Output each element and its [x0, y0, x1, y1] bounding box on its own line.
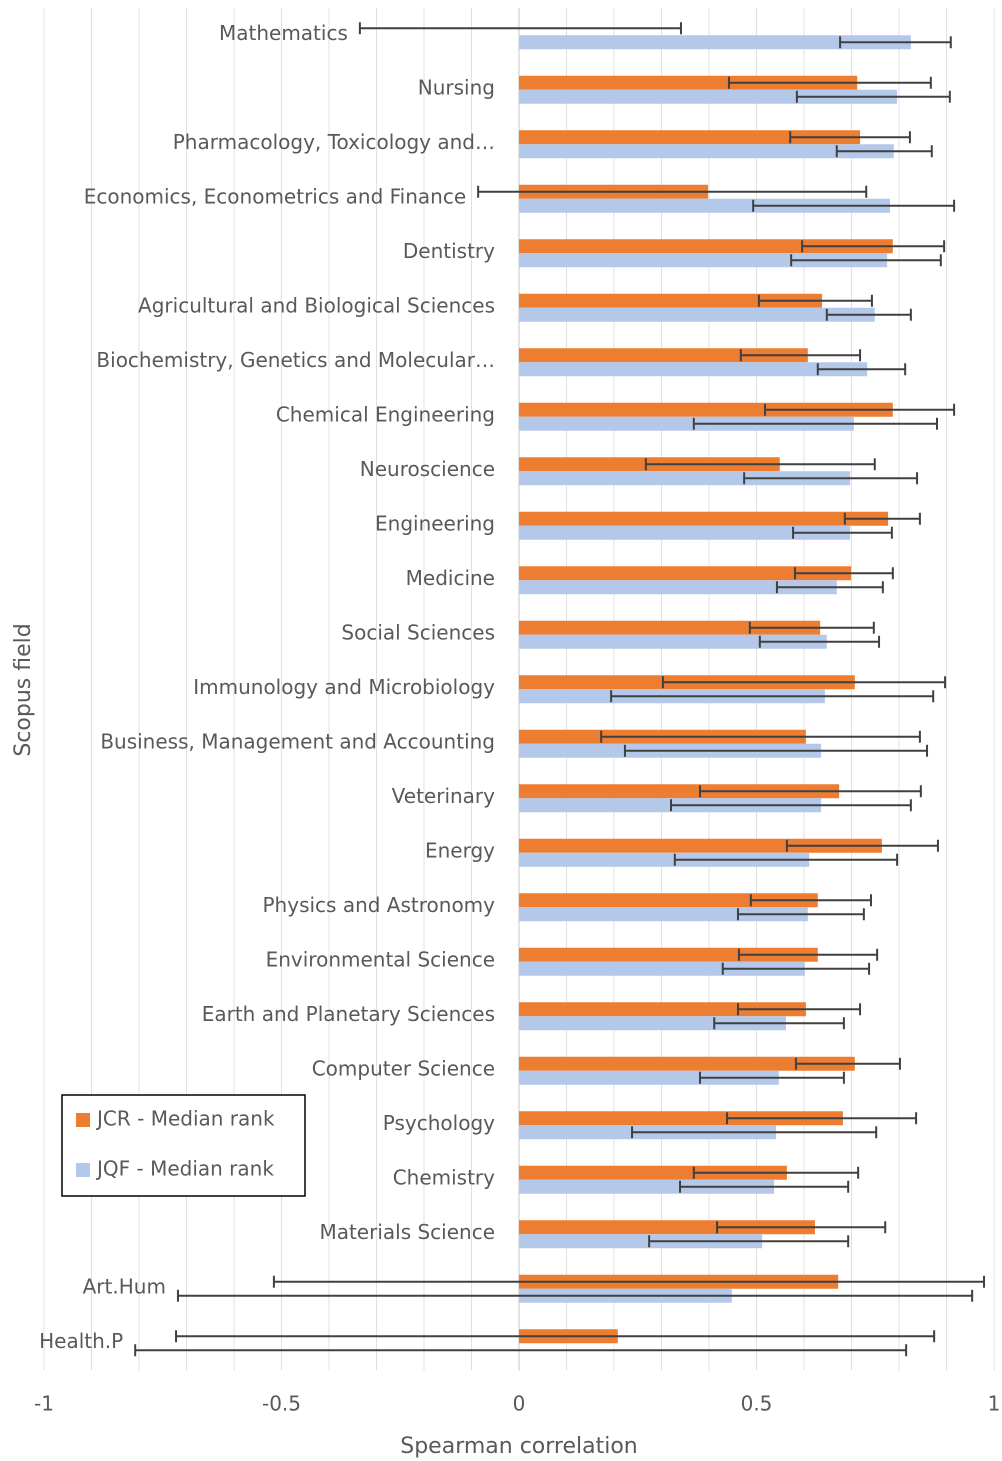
bar [519, 907, 808, 922]
x-axis-title: Spearman correlation [400, 1434, 638, 1459]
y-tick-label: Economics, Econometrics and Finance [84, 184, 466, 208]
bar [519, 402, 893, 417]
y-tick-label: Medicine [406, 566, 495, 590]
y-tick-label: Agricultural and Biological Sciences [138, 293, 495, 317]
bar [519, 416, 854, 431]
bar [519, 1002, 806, 1017]
bar [519, 1179, 775, 1194]
y-tick-label: Health.P [39, 1329, 123, 1353]
bar [519, 362, 868, 377]
bar [519, 130, 861, 145]
bar [519, 1234, 763, 1249]
y-tick-label: Pharmacology, Toxicology and… [173, 130, 495, 154]
y-tick-label: Earth and Planetary Sciences [202, 1002, 495, 1026]
y-tick-label: Physics and Astronomy [263, 893, 496, 917]
bar [519, 1111, 843, 1126]
bar [519, 566, 852, 581]
y-tick-label: Mathematics [219, 21, 348, 45]
bar [519, 198, 890, 213]
y-tick-label: Environmental Science [266, 947, 495, 971]
bar [519, 35, 911, 50]
bar [519, 144, 894, 159]
legend-label: JCR - Median rank [95, 1107, 275, 1131]
x-tick-label: 0 [513, 1392, 526, 1416]
bar [519, 947, 818, 962]
bar [519, 75, 858, 90]
legend-box [61, 1094, 306, 1197]
x-tick-label: 1 [988, 1392, 1001, 1416]
y-tick-label: Nursing [418, 75, 495, 99]
bar [519, 348, 808, 363]
y-tick-label: Neuroscience [360, 457, 495, 481]
legend-label: JQF - Median rank [95, 1157, 274, 1181]
bar [519, 893, 818, 908]
y-tick-label: Psychology [383, 1111, 495, 1135]
y-tick-label: Engineering [375, 511, 495, 535]
x-tick-label: -1 [34, 1392, 54, 1416]
y-tick-label: Materials Science [319, 1220, 495, 1244]
x-tick-label: 0.5 [741, 1392, 773, 1416]
y-tick-label: Art.Hum [83, 1274, 166, 1298]
bar [519, 1056, 855, 1071]
y-tick-label: Veterinary [392, 784, 496, 808]
bar [519, 838, 882, 853]
bar [519, 1165, 787, 1180]
y-axis-title: Scopus field [11, 623, 36, 756]
bar [519, 1220, 815, 1235]
bar [519, 580, 837, 595]
bar [519, 89, 898, 104]
bar [519, 511, 889, 526]
y-tick-label: Chemistry [393, 1165, 495, 1189]
bar [519, 852, 810, 867]
y-tick-label: Dentistry [403, 239, 495, 263]
bar [519, 634, 827, 649]
y-tick-label: Energy [425, 838, 495, 862]
bar [519, 239, 893, 254]
bar [519, 1070, 779, 1085]
y-tick-label: Computer Science [312, 1056, 495, 1080]
x-tick-label: -0.5 [262, 1392, 301, 1416]
y-tick-label: Biochemistry, Genetics and Molecular… [96, 348, 495, 372]
bar [519, 471, 851, 486]
bar [519, 961, 805, 976]
legend-swatch [76, 1163, 90, 1177]
bar [519, 307, 875, 322]
y-tick-label: Chemical Engineering [276, 402, 495, 426]
bar [519, 293, 823, 308]
bar [519, 525, 851, 540]
y-tick-label: Immunology and Microbiology [193, 675, 495, 699]
bar [519, 620, 821, 635]
bar [519, 784, 840, 799]
bar [519, 253, 888, 268]
legend-swatch [76, 1113, 90, 1127]
y-tick-label: Social Sciences [341, 620, 495, 644]
y-tick-label: Business, Management and Accounting [100, 729, 495, 753]
bar [519, 1016, 786, 1031]
